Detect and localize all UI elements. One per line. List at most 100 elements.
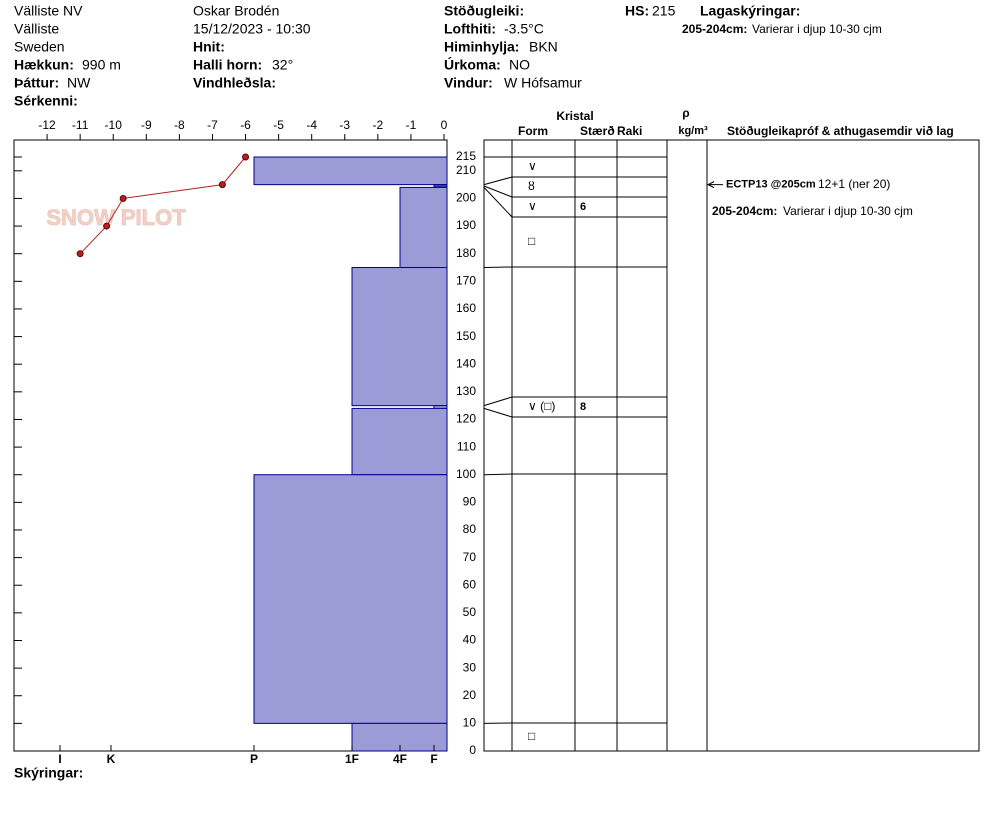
header: ρ bbox=[682, 106, 689, 120]
label: Lofthiti: bbox=[444, 21, 496, 37]
y-tick-label: 10 bbox=[463, 716, 477, 730]
grain-size: 6 bbox=[580, 201, 586, 213]
grain-form: ∨ bbox=[528, 159, 537, 173]
x-tick-label: -12 bbox=[38, 118, 56, 132]
comment-text: Varierar i djup 10-30 cjm bbox=[783, 204, 913, 218]
x-tick-label: -7 bbox=[207, 118, 218, 132]
hardness-bar bbox=[351, 407, 448, 476]
label: Vindhleðsla: bbox=[193, 75, 276, 91]
connector bbox=[483, 187, 513, 218]
note: Varierar i djup 10-30 cjm bbox=[752, 22, 882, 36]
test-result: 12+1 (ner 20) bbox=[818, 177, 890, 191]
y-tick-label: 180 bbox=[456, 246, 476, 260]
header: Kristal bbox=[556, 109, 593, 123]
connector bbox=[483, 185, 513, 198]
y-tick-label: 150 bbox=[456, 329, 476, 343]
value: 990 m bbox=[82, 57, 121, 73]
header: kg/m³ bbox=[678, 125, 708, 137]
hardness-bar bbox=[253, 474, 448, 724]
hardness-label: F bbox=[430, 752, 437, 766]
x-tick-label: 0 bbox=[441, 118, 448, 132]
grain-form: ∨ (□) bbox=[528, 399, 555, 413]
test-arrow bbox=[706, 181, 723, 189]
header: Form bbox=[518, 124, 548, 138]
grain-form: ȣ bbox=[528, 179, 535, 193]
y-tick-label: 100 bbox=[456, 467, 476, 481]
y-tick-label: 200 bbox=[456, 191, 476, 205]
temperature-point bbox=[76, 250, 84, 258]
x-tick-label: -10 bbox=[105, 118, 123, 132]
y-tick-label: 60 bbox=[463, 577, 477, 591]
country: Sweden bbox=[14, 39, 65, 55]
footer-label: Skýringar: bbox=[14, 765, 83, 781]
y-tick-label: 140 bbox=[456, 356, 476, 370]
value: 32° bbox=[272, 57, 293, 73]
x-tick-label: -9 bbox=[141, 118, 152, 132]
label: Úrkoma: bbox=[444, 56, 501, 73]
temperature-point bbox=[119, 194, 127, 202]
observer: Oskar Brodén bbox=[193, 3, 279, 19]
x-tick-label: -2 bbox=[373, 118, 384, 132]
y-tick-label: 40 bbox=[463, 633, 477, 647]
value: BKN bbox=[529, 39, 558, 55]
table-frame bbox=[483, 139, 980, 752]
x-tick-label: -8 bbox=[174, 118, 185, 132]
connector bbox=[483, 176, 513, 186]
hardness-label: I bbox=[58, 752, 61, 766]
grain-size: 8 bbox=[580, 401, 586, 413]
hardness-bar bbox=[253, 156, 448, 186]
connector bbox=[483, 407, 513, 418]
y-tick-label: 170 bbox=[456, 273, 476, 287]
temperature-point bbox=[218, 181, 226, 189]
y-tick-label: 70 bbox=[463, 550, 477, 564]
label: Þáttur: bbox=[14, 75, 59, 91]
connector bbox=[483, 396, 513, 407]
y-tick-label: 130 bbox=[456, 384, 476, 398]
y-tick-label: 80 bbox=[463, 522, 477, 536]
hardness-label: P bbox=[250, 752, 258, 766]
x-tick-label: -3 bbox=[339, 118, 350, 132]
y-tick-label: 120 bbox=[456, 412, 476, 426]
value: 215 bbox=[652, 3, 676, 19]
label: Hnit: bbox=[193, 39, 225, 55]
value: NW bbox=[67, 75, 91, 91]
label: HS: bbox=[625, 3, 649, 19]
x-tick-label: -1 bbox=[406, 118, 417, 132]
y-tick-label: 210 bbox=[456, 163, 476, 177]
label: Lagaskýringar: bbox=[700, 3, 800, 19]
x-tick-label: -5 bbox=[273, 118, 284, 132]
header: Stærð bbox=[580, 124, 615, 138]
value: -3.5°C bbox=[504, 21, 544, 37]
grain-form: ∨ bbox=[528, 199, 537, 213]
hardness-label: K bbox=[107, 752, 116, 766]
header: Stöðugleikapróf & athugasemdir við lag bbox=[727, 124, 954, 138]
hardness-bar bbox=[399, 186, 448, 269]
comment-range: 205-204cm: bbox=[712, 204, 777, 218]
label: Himinhylja: bbox=[444, 39, 519, 55]
y-tick-label: 0 bbox=[469, 743, 476, 757]
y-tick-label: 90 bbox=[463, 495, 477, 509]
hardness-bar bbox=[351, 267, 448, 407]
label: Halli horn: bbox=[193, 57, 262, 73]
y-tick-label: 20 bbox=[463, 688, 477, 702]
grain-form: □ bbox=[528, 234, 535, 248]
datetime: 15/12/2023 - 10:30 bbox=[193, 21, 311, 37]
label: Sérkenni: bbox=[14, 93, 78, 109]
hardness-label: 4F bbox=[393, 752, 407, 766]
label: Hækkun: bbox=[14, 57, 74, 73]
connector bbox=[483, 473, 513, 476]
temperature-point bbox=[242, 153, 250, 161]
y-tick-label: 160 bbox=[456, 301, 476, 315]
value: NO bbox=[509, 57, 530, 73]
y-tick-label: 215 bbox=[456, 149, 476, 163]
y-tick-label: 110 bbox=[457, 439, 476, 453]
y-tick-label: 30 bbox=[463, 660, 477, 674]
x-tick-label: -11 bbox=[72, 118, 89, 132]
logo: SNOW PILOT bbox=[46, 205, 186, 230]
header: Raki bbox=[617, 124, 642, 138]
site: Välliste NV bbox=[14, 3, 83, 19]
location: Välliste bbox=[14, 21, 59, 37]
connector bbox=[483, 266, 513, 269]
hardness-label: 1F bbox=[345, 752, 359, 766]
